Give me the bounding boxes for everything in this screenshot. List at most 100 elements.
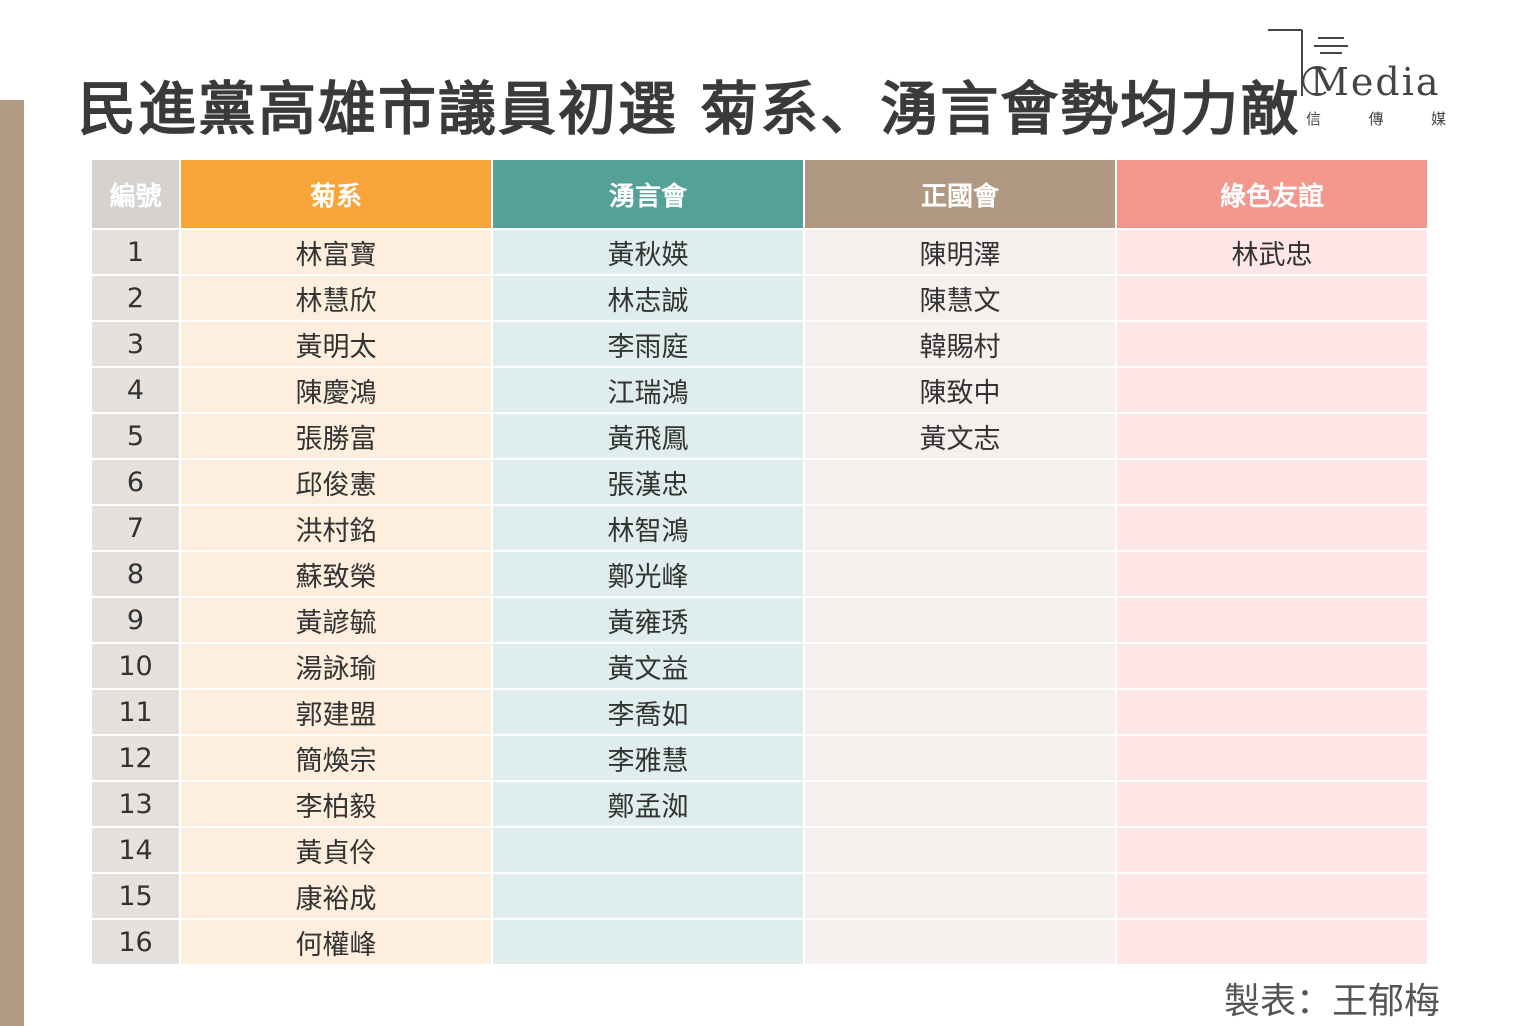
- table-row: 13 李柏毅 鄭孟洳: [92, 781, 1429, 828]
- table-row: 8 蘇致榮 鄭光峰: [92, 551, 1429, 598]
- yongyan-cell: 江瑞鴻: [492, 367, 805, 414]
- left-accent-bar: [0, 100, 24, 1026]
- zhengguo-cell: [804, 505, 1117, 552]
- table-row: 1 林富寶 黃秋媖 陳明澤 林武忠: [92, 229, 1429, 276]
- ju-faction-cell: 何權峰: [180, 919, 493, 966]
- table-row: 9 黃諺毓 黃雍琇: [92, 597, 1429, 644]
- ju-faction-cell: 林富寶: [180, 229, 493, 276]
- cm-logo-icon: [1268, 29, 1348, 96]
- ju-faction-cell: 陳慶鴻: [180, 367, 493, 414]
- zhengguo-cell: [804, 735, 1117, 782]
- ju-faction-cell: 林慧欣: [180, 275, 493, 322]
- zhengguo-cell: 黃文志: [804, 413, 1117, 460]
- table-credit: 製表：王郁梅: [1223, 981, 1440, 1022]
- row-number-cell: 2: [92, 275, 181, 322]
- zhengguo-cell: 陳致中: [804, 367, 1117, 414]
- yongyan-cell: 張漢忠: [492, 459, 805, 506]
- table-row: 10 湯詠瑜 黃文益: [92, 643, 1429, 690]
- zhengguo-cell: [804, 689, 1117, 736]
- zhengguo-cell: [804, 551, 1117, 598]
- green-friendship-cell: [1116, 827, 1429, 874]
- green-friendship-cell: [1116, 505, 1429, 552]
- zhengguo-cell: [804, 827, 1117, 874]
- table-row: 14 黃貞伶: [92, 827, 1429, 874]
- green-friendship-cell: [1116, 689, 1429, 736]
- row-number-cell: 10: [92, 643, 181, 690]
- logo-subtitle: 信 傳 媒: [1306, 108, 1446, 129]
- zhengguo-cell: [804, 597, 1117, 644]
- green-friendship-cell: [1116, 873, 1429, 920]
- header-zhengguo: 正國會: [804, 160, 1117, 230]
- ju-faction-cell: 張勝富: [180, 413, 493, 460]
- table-row: 11 郭建盟 李喬如: [92, 689, 1429, 736]
- table-header-row: 編號 菊系 湧言會 正國會 綠色友誼: [92, 160, 1429, 230]
- ju-faction-cell: 簡煥宗: [180, 735, 493, 782]
- table-body: 1 林富寶 黃秋媖 陳明澤 林武忠 2 林慧欣 林志誠 陳慧文 3 黃明太 李雨庭 韓賜村 4 陳慶鴻 江瑞鴻…: [92, 229, 1429, 966]
- yongyan-cell: [492, 873, 805, 920]
- table-row: 4 陳慶鴻 江瑞鴻 陳致中: [92, 367, 1429, 414]
- yongyan-cell: 黃秋媖: [492, 229, 805, 276]
- ju-faction-cell: 洪村銘: [180, 505, 493, 552]
- green-friendship-cell: [1116, 367, 1429, 414]
- header-green-friendship: 綠色友誼: [1116, 160, 1429, 230]
- yongyan-cell: 鄭孟洳: [492, 781, 805, 828]
- row-number-cell: 13: [92, 781, 181, 828]
- yongyan-cell: 李喬如: [492, 689, 805, 736]
- ju-faction-cell: 黃明太: [180, 321, 493, 368]
- yongyan-cell: 李雨庭: [492, 321, 805, 368]
- row-number-cell: 8: [92, 551, 181, 598]
- header-ju-faction: 菊系: [180, 160, 493, 230]
- yongyan-cell: [492, 827, 805, 874]
- logo-subtitle-char: 信: [1306, 110, 1322, 128]
- row-number-cell: 12: [92, 735, 181, 782]
- table-row: 3 黃明太 李雨庭 韓賜村: [92, 321, 1429, 368]
- ju-faction-cell: 康裕成: [180, 873, 493, 920]
- yongyan-cell: 黃文益: [492, 643, 805, 690]
- yongyan-cell: [492, 919, 805, 966]
- green-friendship-cell: [1116, 735, 1429, 782]
- yongyan-cell: 黃雍琇: [492, 597, 805, 644]
- green-friendship-cell: [1116, 321, 1429, 368]
- yongyan-cell: 李雅慧: [492, 735, 805, 782]
- yongyan-cell: 黃飛鳳: [492, 413, 805, 460]
- zhengguo-cell: 韓賜村: [804, 321, 1117, 368]
- row-number-cell: 7: [92, 505, 181, 552]
- ju-faction-cell: 黃貞伶: [180, 827, 493, 874]
- zhengguo-cell: [804, 643, 1117, 690]
- row-number-cell: 15: [92, 873, 181, 920]
- ju-faction-cell: 蘇致榮: [180, 551, 493, 598]
- row-number-cell: 14: [92, 827, 181, 874]
- candidate-table: 編號 菊系 湧言會 正國會 綠色友誼 1 林富寶 黃秋媖 陳明澤 林武忠 2 林慧欣 林志誠陳…: [92, 160, 1429, 966]
- green-friendship-cell: [1116, 413, 1429, 460]
- yongyan-cell: 鄭光峰: [492, 551, 805, 598]
- green-friendship-cell: [1116, 551, 1429, 598]
- table-row: 12 簡煥宗 李雅慧: [92, 735, 1429, 782]
- row-number-cell: 5: [92, 413, 181, 460]
- row-number-cell: 9: [92, 597, 181, 644]
- logo-wordmark: Media: [1310, 60, 1441, 104]
- table-row: 7 洪村銘 林智鴻: [92, 505, 1429, 552]
- green-friendship-cell: [1116, 459, 1429, 506]
- green-friendship-cell: [1116, 597, 1429, 644]
- table-row: 5 張勝富 黃飛鳳 黃文志: [92, 413, 1429, 460]
- table-row: 15 康裕成: [92, 873, 1429, 920]
- zhengguo-cell: [804, 459, 1117, 506]
- green-friendship-cell: 林武忠: [1116, 229, 1429, 276]
- row-number-cell: 16: [92, 919, 181, 966]
- zhengguo-cell: 陳慧文: [804, 275, 1117, 322]
- logo-subtitle-char: 傳: [1368, 110, 1384, 128]
- yongyan-cell: 林志誠: [492, 275, 805, 322]
- row-number-cell: 11: [92, 689, 181, 736]
- page-title: 民進黨高雄市議員初選 菊系、湧言會勢均力敵: [78, 75, 1301, 143]
- green-friendship-cell: [1116, 643, 1429, 690]
- yongyan-cell: 林智鴻: [492, 505, 805, 552]
- header-number: 編號: [92, 160, 181, 230]
- zhengguo-cell: [804, 873, 1117, 920]
- ju-faction-cell: 郭建盟: [180, 689, 493, 736]
- table-row: 6 邱俊憲 張漢忠: [92, 459, 1429, 506]
- header-yongyan: 湧言會: [492, 160, 805, 230]
- row-number-cell: 6: [92, 459, 181, 506]
- ju-faction-cell: 邱俊憲: [180, 459, 493, 506]
- green-friendship-cell: [1116, 781, 1429, 828]
- row-number-cell: 3: [92, 321, 181, 368]
